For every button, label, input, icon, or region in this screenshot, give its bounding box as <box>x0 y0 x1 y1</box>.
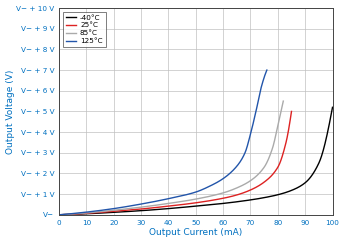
Y-axis label: Output Voltage (V): Output Voltage (V) <box>6 69 14 154</box>
X-axis label: Output Current (mA): Output Current (mA) <box>149 228 243 237</box>
Legend: -40°C, 25°C, 85°C, 125°C: -40°C, 25°C, 85°C, 125°C <box>63 12 106 47</box>
